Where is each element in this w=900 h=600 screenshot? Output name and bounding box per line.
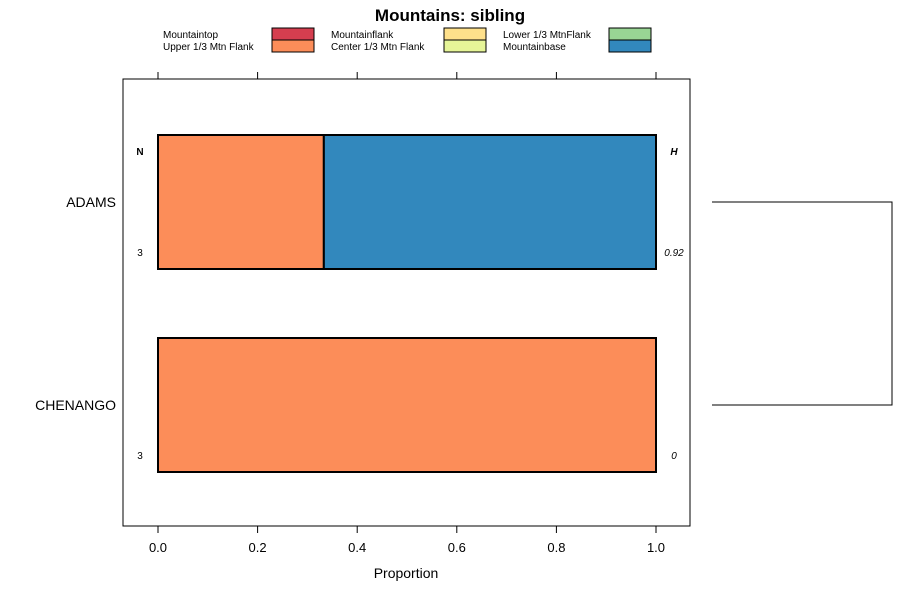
legend-swatch-mountainbase — [608, 39, 652, 53]
legend-swatch-mountainflank — [443, 27, 487, 41]
n-header: N — [136, 147, 143, 158]
legend-label-lower-1-3-mtnflank: Lower 1/3 MtnFlank — [503, 30, 592, 41]
legend-swatch-mountaintop — [271, 27, 315, 41]
x-tick-label: 0.6 — [448, 540, 466, 555]
h-header: H — [670, 147, 678, 158]
legend-label-mountaintop: Mountaintop — [163, 30, 218, 41]
x-axis: 0.0 0.2 0.4 0.6 0.8 1.0 — [149, 72, 665, 555]
h-value-adams: 0.92 — [664, 248, 684, 259]
bars — [157, 134, 657, 473]
bar-segment-chenango-upper-1-3-mtn-flank — [157, 337, 657, 473]
category-label-adams: ADAMS — [66, 194, 116, 210]
h-value-chenango: 0 — [671, 451, 677, 462]
x-tick-label: 0.2 — [249, 540, 267, 555]
plot-panel — [122, 78, 691, 527]
chart-title: Mountains: sibling — [375, 6, 525, 25]
legend-swatch-center-1-3-mtn-flank — [443, 39, 487, 53]
bar-segment-adams-mountainbase — [322, 134, 657, 270]
x-axis-title: Proportion — [374, 565, 439, 581]
x-tick-label: 1.0 — [647, 540, 665, 555]
dendrogram — [712, 201, 893, 406]
side-annotations: 3 0.92 3 0 N H — [136, 147, 684, 462]
legend-swatch-upper-1-3-mtn-flank — [271, 39, 315, 53]
n-value-adams: 3 — [137, 248, 143, 259]
legend-label-center-1-3-mtn-flank: Center 1/3 Mtn Flank — [331, 42, 425, 53]
legend-label-upper-1-3-mtn-flank: Upper 1/3 Mtn Flank — [163, 42, 255, 53]
x-tick-label: 0.4 — [348, 540, 366, 555]
category-labels: ADAMS CHENANGO — [35, 194, 116, 413]
x-tick-label: 0.8 — [547, 540, 565, 555]
category-label-chenango: CHENANGO — [35, 397, 116, 413]
x-tick-label: 0.0 — [149, 540, 167, 555]
bar-segment-adams-upper-1-3-mtn-flank — [157, 134, 325, 270]
legend-swatch-lower-1-3-mtnflank — [608, 27, 652, 41]
legend-label-mountainflank: Mountainflank — [331, 30, 394, 41]
n-value-chenango: 3 — [137, 451, 143, 462]
legend-label-mountainbase: Mountainbase — [503, 42, 566, 53]
